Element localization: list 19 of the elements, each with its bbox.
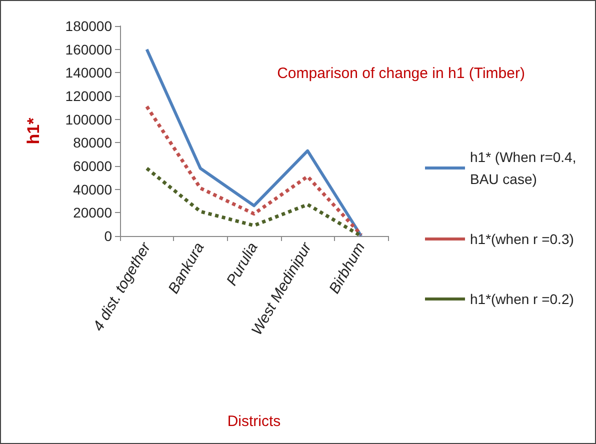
legend-label: h1* (When r=0.4,BAU case) bbox=[470, 149, 576, 187]
line-series bbox=[145, 48, 363, 238]
y-tick-label: 40000 bbox=[73, 181, 112, 198]
y-tick-label: 60000 bbox=[73, 158, 112, 174]
y-tick-label: 180000 bbox=[65, 18, 112, 34]
y-tick-label: 120000 bbox=[65, 88, 112, 104]
text: Comparison of change in h1 (Timber) bbox=[277, 65, 525, 82]
line-series bbox=[145, 166, 363, 238]
y-axis-title: h1* bbox=[24, 117, 43, 144]
y-tick-label: 20000 bbox=[73, 204, 112, 221]
line-series bbox=[145, 104, 363, 237]
legend-label: h1*(when r =0.3) bbox=[470, 231, 574, 247]
y-tick-label: 100000 bbox=[65, 111, 112, 128]
y-tick-label: 140000 bbox=[65, 64, 112, 81]
y-tick-label: 160000 bbox=[65, 41, 112, 58]
y-tick-label: 80000 bbox=[73, 134, 112, 151]
x-axis-title: Districts bbox=[227, 413, 281, 430]
y-tick-label: 0 bbox=[104, 228, 112, 244]
legend-label: h1*(when r =0.2) bbox=[470, 291, 574, 307]
